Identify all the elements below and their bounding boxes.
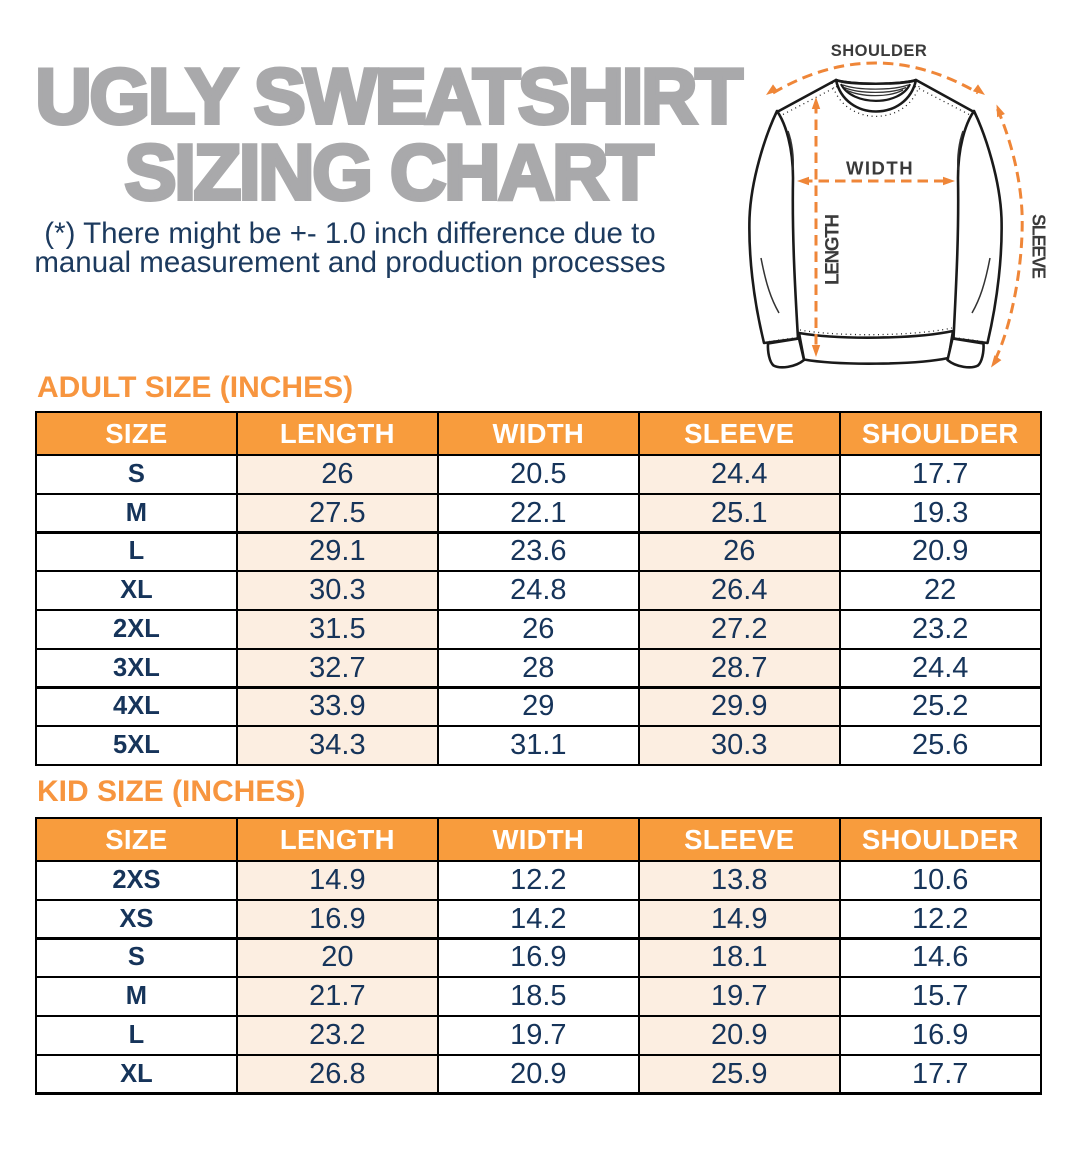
svg-text:LENGTH: LENGTH [823,215,844,285]
svg-text:SHOULDER: SHOULDER [831,42,928,60]
svg-text:WIDTH: WIDTH [846,158,914,179]
svg-text:SLEEVE: SLEEVE [1029,214,1049,279]
